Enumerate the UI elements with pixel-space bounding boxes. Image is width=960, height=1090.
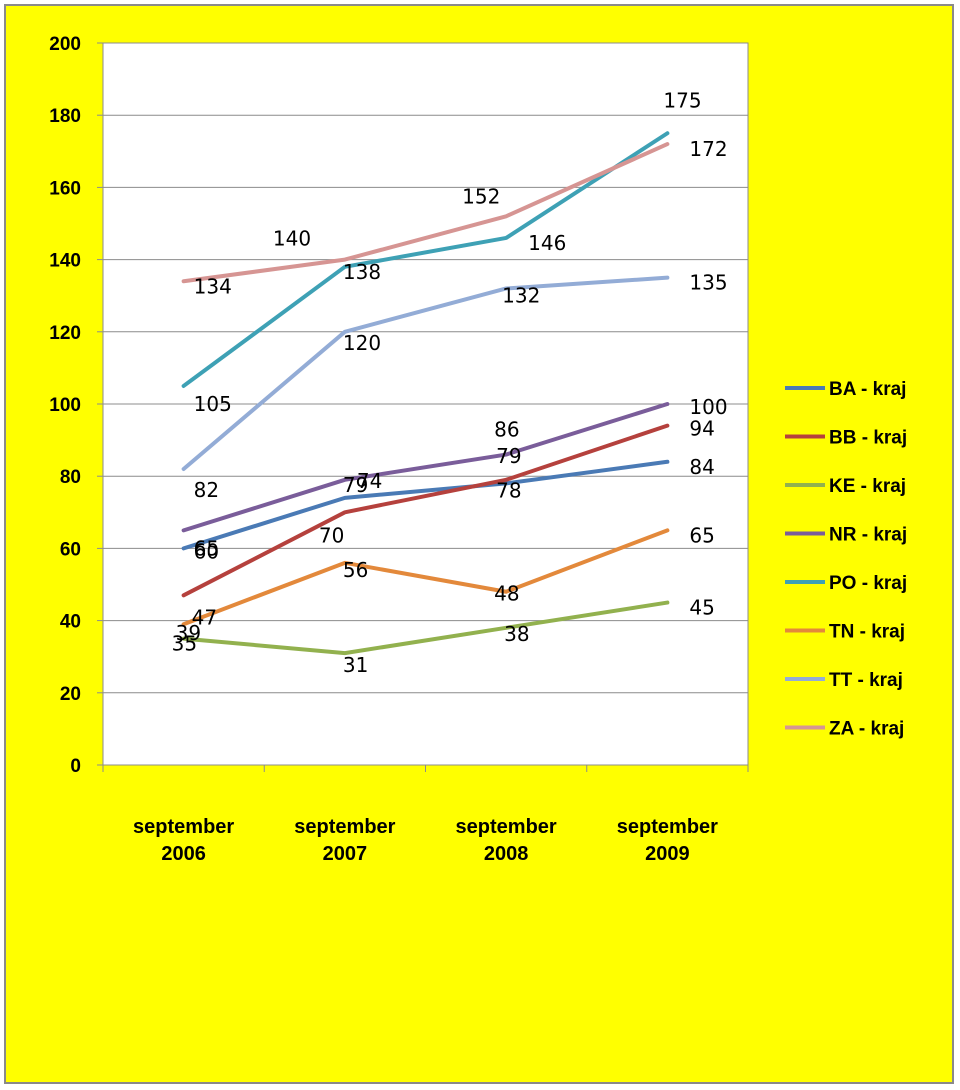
x-tick-label: september	[294, 816, 395, 838]
data-label: 132	[502, 283, 540, 307]
data-label: 82	[194, 478, 219, 502]
data-label: 79	[343, 473, 368, 497]
axes: 0 20 40 60 80 100 120 140 160 180 200 september 2006…	[49, 34, 749, 865]
x-tick-label: september	[456, 816, 557, 838]
y-tick-label: 40	[60, 612, 81, 633]
data-label: 74	[357, 469, 382, 493]
legend-label: BB - kraj	[829, 428, 907, 449]
data-label: 70	[319, 523, 344, 547]
data-label: 35	[172, 632, 197, 656]
series-line-bb	[181, 423, 670, 598]
data-label: 56	[343, 558, 368, 582]
x-tick-label: 2008	[484, 843, 529, 865]
legend-label: ZA - kraj	[829, 719, 904, 740]
y-tick-label: 80	[60, 467, 81, 488]
y-tick-label: 120	[49, 323, 81, 344]
data-label: 152	[462, 184, 500, 208]
legend: BA - kraj BB - kraj KE - kraj NR - kraj PO -…	[785, 379, 907, 740]
legend-label: TN - kraj	[829, 622, 905, 643]
x-tick-label: september	[133, 816, 234, 838]
data-label: 86	[494, 418, 519, 442]
data-label: 146	[528, 231, 566, 255]
data-label: 65	[194, 536, 219, 560]
x-tick-label: 2009	[645, 843, 690, 865]
data-label: 138	[343, 260, 381, 284]
data-label: 65	[689, 523, 714, 547]
y-tick-label: 0	[70, 756, 81, 777]
data-label: 47	[192, 605, 217, 629]
gridlines	[103, 42, 748, 694]
data-label: 172	[689, 137, 727, 161]
series-line-za	[181, 142, 670, 284]
series-line-nr	[181, 402, 670, 533]
series-lines	[181, 131, 670, 656]
data-label: 45	[689, 596, 714, 620]
x-tick-label: september	[617, 816, 718, 838]
y-tick-label: 60	[60, 539, 81, 560]
data-label: 140	[273, 227, 311, 251]
data-label: 100	[689, 395, 727, 419]
series-line-ke	[181, 600, 670, 656]
data-label: 38	[504, 622, 529, 646]
legend-label: BA - kraj	[829, 379, 906, 400]
legend-label: TT - kraj	[829, 670, 903, 691]
data-label: 78	[496, 478, 521, 502]
data-label: 48	[494, 582, 519, 606]
series-line-tn	[181, 528, 670, 627]
x-tick-label: 2007	[323, 843, 368, 865]
legend-label: KE - kraj	[829, 476, 906, 497]
y-tick-label: 100	[49, 395, 81, 416]
data-label: 94	[689, 417, 714, 441]
data-label: 135	[689, 271, 727, 295]
data-label: 79	[496, 444, 521, 468]
data-label: 39	[176, 621, 201, 645]
series-line-po	[181, 131, 670, 388]
data-label: 31	[343, 653, 368, 677]
y-tick-label: 20	[60, 684, 81, 705]
y-tick-label: 180	[49, 106, 81, 127]
data-label: 134	[194, 274, 232, 298]
legend-label: PO - kraj	[829, 573, 907, 594]
legend-label: NR - kraj	[829, 525, 907, 546]
series-line-tt	[181, 275, 670, 471]
data-label: 84	[689, 455, 714, 479]
data-label: 120	[343, 331, 381, 355]
data-label: 60	[194, 539, 219, 563]
y-tick-label: 140	[49, 251, 81, 272]
y-tick-label: 160	[49, 178, 81, 199]
data-label: 175	[663, 88, 701, 112]
data-label: 105	[194, 392, 232, 416]
series-line-ba	[181, 459, 670, 551]
x-tick-label: 2006	[161, 843, 206, 865]
y-tick-label: 200	[49, 34, 81, 55]
